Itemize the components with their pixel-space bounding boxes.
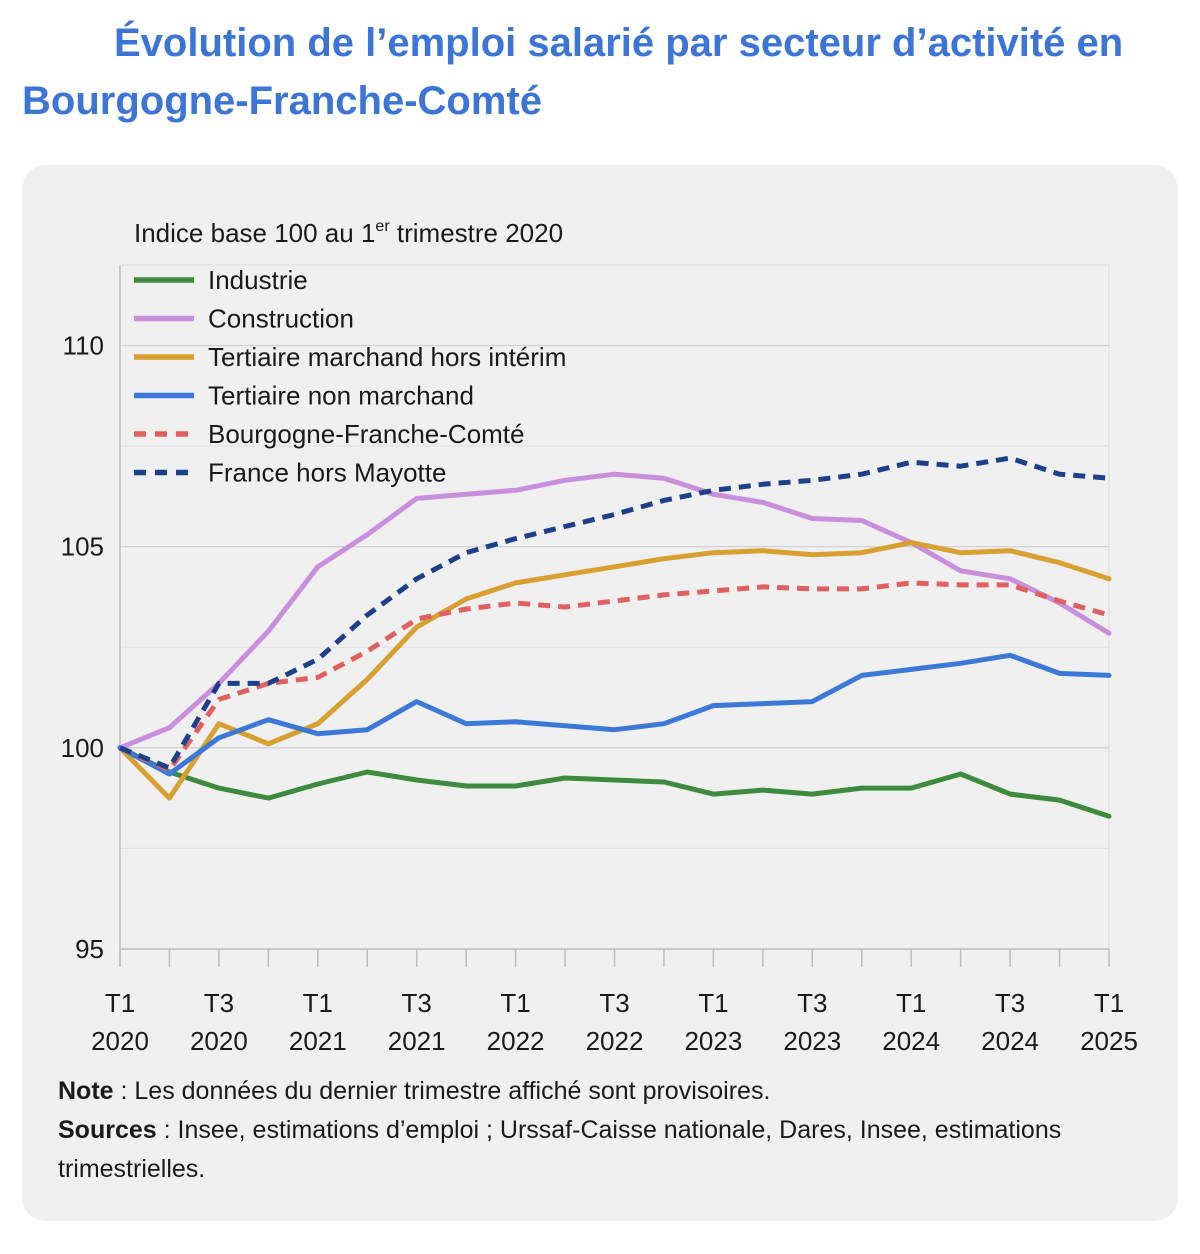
series-line-4 — [118, 580, 1110, 773]
subtitle-superscript: er — [375, 218, 390, 235]
x-tick-label-line1: T1 — [1094, 988, 1124, 1018]
sources-text: : Insee, estimations d’emploi ; Urssaf-C… — [58, 1116, 1062, 1183]
subtitle-end: trimestre 2020 — [390, 218, 563, 248]
legend: Industrie Construction Tertiaire marchand … — [134, 265, 566, 488]
x-tick-label-line2: 2024 — [981, 1026, 1039, 1056]
legend-label: Tertiaire marchand hors intérim — [208, 342, 566, 372]
chart-subtitle: Indice base 100 au 1er trimestre 2020 — [134, 218, 563, 248]
x-tick-label-line1: T3 — [995, 988, 1025, 1018]
chart-notes: Note : Les données du dernier trimestre … — [58, 1072, 1158, 1189]
x-tick-label-line2: 2020 — [91, 1026, 149, 1056]
legend-label: Industrie — [208, 265, 308, 295]
note-line: Note : Les données du dernier trimestre … — [58, 1072, 1158, 1111]
chart-title: Évolution de l’emploi salarié par secteu… — [22, 21, 1124, 123]
x-tick-label-line1: T1 — [303, 988, 333, 1018]
x-tick-label-line1: T1 — [698, 988, 728, 1018]
series-line-5 — [119, 455, 1110, 771]
x-tick-label-line2: 2024 — [882, 1026, 940, 1056]
x-tick-label-line2: 2021 — [289, 1026, 347, 1056]
series-line-0 — [117, 745, 1112, 819]
series-line-3 — [117, 652, 1112, 777]
sources-line: Sources : Insee, estimations d’emploi ; … — [58, 1111, 1158, 1189]
legend-label: Construction — [208, 304, 354, 334]
series-line-1 — [117, 471, 1112, 751]
x-tick-label-line2: 2022 — [487, 1026, 545, 1056]
x-tick-label-line2: 2022 — [586, 1026, 644, 1056]
x-tick-label-line1: T1 — [105, 988, 135, 1018]
x-tick-label-line1: T3 — [402, 988, 432, 1018]
x-tick-label-line1: T1 — [500, 988, 530, 1018]
x-tick-label-line2: 2025 — [1080, 1026, 1138, 1056]
x-tick-label-line1: T1 — [896, 988, 926, 1018]
y-tick-label: 95 — [75, 934, 104, 964]
x-tick-label-line2: 2023 — [684, 1026, 742, 1056]
legend-label: Tertiaire non marchand — [208, 381, 474, 411]
x-tick-label-line1: T3 — [797, 988, 827, 1018]
note-text: : Les données du dernier trimestre affic… — [113, 1077, 771, 1105]
x-tick-label-line2: 2023 — [783, 1026, 841, 1056]
legend-label: Bourgogne-Franche-Comté — [208, 419, 525, 449]
x-tick-label-line2: 2020 — [190, 1026, 248, 1056]
note-label: Note — [58, 1077, 114, 1105]
series-layer — [117, 455, 1112, 819]
y-tick-label: 110 — [63, 330, 104, 360]
y-tick-label: 105 — [61, 532, 104, 562]
sources-label: Sources — [58, 1116, 157, 1144]
x-tick-label-line1: T3 — [204, 988, 234, 1018]
axis-layer: 95 100 105 110 T1 2020 T3 2020 T1 2021 T3 2021 T1 202… — [61, 265, 1138, 1056]
y-tick-label: 100 — [61, 733, 104, 763]
series-line-2 — [117, 540, 1112, 801]
subtitle-main: Indice base 100 au 1 — [134, 218, 375, 248]
legend-label: France hors Mayotte — [208, 458, 446, 488]
x-tick-label-line2: 2021 — [388, 1026, 446, 1056]
x-tick-label-line1: T3 — [599, 988, 629, 1018]
